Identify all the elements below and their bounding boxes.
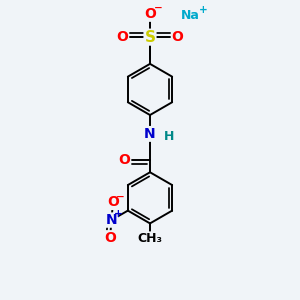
Text: O: O xyxy=(116,30,128,44)
Text: +: + xyxy=(199,5,207,15)
Text: O: O xyxy=(104,231,116,245)
Text: +: + xyxy=(113,209,122,219)
Text: N: N xyxy=(106,213,117,227)
Text: N: N xyxy=(144,127,156,141)
Text: S: S xyxy=(145,30,155,45)
Text: O: O xyxy=(144,7,156,21)
Text: CH₃: CH₃ xyxy=(137,232,163,245)
Text: H: H xyxy=(164,130,174,143)
Text: Na: Na xyxy=(181,9,200,22)
Text: −: − xyxy=(116,192,124,202)
Text: O: O xyxy=(118,153,130,167)
Text: −: − xyxy=(154,3,163,13)
Text: O: O xyxy=(172,30,184,44)
Text: O: O xyxy=(107,195,119,209)
